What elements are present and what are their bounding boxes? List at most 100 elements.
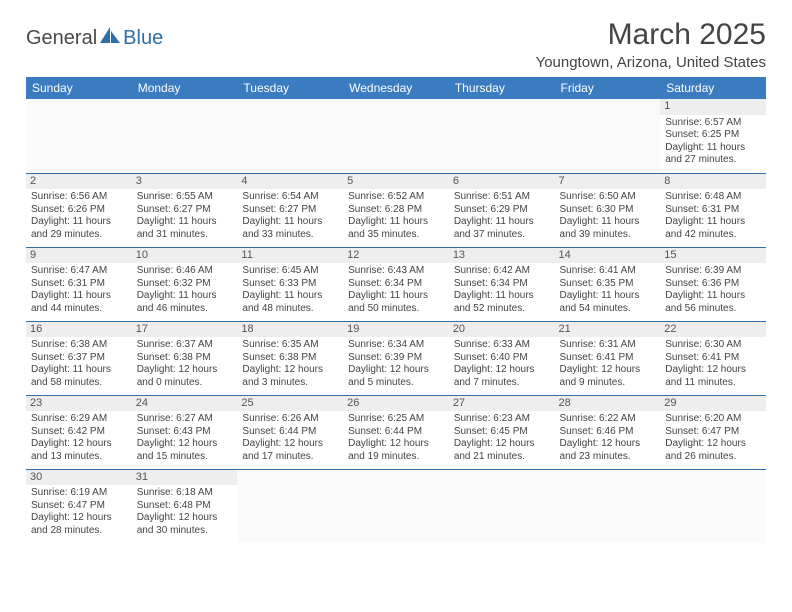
sunset-text: Sunset: 6:33 PM — [242, 278, 338, 291]
daylight-text: Daylight: 11 hours and 56 minutes. — [665, 290, 761, 315]
day-number: 6 — [449, 174, 555, 190]
location: Youngtown, Arizona, United States — [536, 54, 766, 71]
day-number: 10 — [132, 248, 238, 264]
sunset-text: Sunset: 6:38 PM — [137, 352, 233, 365]
daylight-text: Daylight: 12 hours and 28 minutes. — [31, 512, 127, 537]
sunset-text: Sunset: 6:41 PM — [560, 352, 656, 365]
calendar-day-cell — [449, 469, 555, 543]
day-number: 18 — [237, 322, 343, 338]
calendar-day-cell: 21Sunrise: 6:31 AMSunset: 6:41 PMDayligh… — [555, 321, 661, 395]
sunset-text: Sunset: 6:34 PM — [348, 278, 444, 291]
day-info: Sunrise: 6:45 AMSunset: 6:33 PMDaylight:… — [242, 265, 338, 315]
daylight-text: Daylight: 11 hours and 46 minutes. — [137, 290, 233, 315]
sunset-text: Sunset: 6:35 PM — [560, 278, 656, 291]
daylight-text: Daylight: 11 hours and 29 minutes. — [31, 216, 127, 241]
day-number: 17 — [132, 322, 238, 338]
day-number: 20 — [449, 322, 555, 338]
sunset-text: Sunset: 6:28 PM — [348, 204, 444, 217]
calendar-day-cell: 14Sunrise: 6:41 AMSunset: 6:35 PMDayligh… — [555, 247, 661, 321]
day-info: Sunrise: 6:42 AMSunset: 6:34 PMDaylight:… — [454, 265, 550, 315]
calendar-week-row: 23Sunrise: 6:29 AMSunset: 6:42 PMDayligh… — [26, 395, 766, 469]
month-title: March 2025 — [536, 18, 766, 52]
calendar-day-cell — [132, 99, 238, 173]
daylight-text: Daylight: 11 hours and 35 minutes. — [348, 216, 444, 241]
calendar-day-cell: 22Sunrise: 6:30 AMSunset: 6:41 PMDayligh… — [660, 321, 766, 395]
sail-icon — [99, 26, 121, 50]
calendar-day-cell: 7Sunrise: 6:50 AMSunset: 6:30 PMDaylight… — [555, 173, 661, 247]
calendar-day-cell: 10Sunrise: 6:46 AMSunset: 6:32 PMDayligh… — [132, 247, 238, 321]
day-info: Sunrise: 6:56 AMSunset: 6:26 PMDaylight:… — [31, 191, 127, 241]
sunrise-text: Sunrise: 6:30 AM — [665, 339, 761, 352]
sunset-text: Sunset: 6:32 PM — [137, 278, 233, 291]
calendar-day-cell: 19Sunrise: 6:34 AMSunset: 6:39 PMDayligh… — [343, 321, 449, 395]
day-number: 19 — [343, 322, 449, 338]
sunrise-text: Sunrise: 6:27 AM — [137, 413, 233, 426]
calendar-day-cell: 11Sunrise: 6:45 AMSunset: 6:33 PMDayligh… — [237, 247, 343, 321]
sunrise-text: Sunrise: 6:50 AM — [560, 191, 656, 204]
sunrise-text: Sunrise: 6:56 AM — [31, 191, 127, 204]
daylight-text: Daylight: 12 hours and 7 minutes. — [454, 364, 550, 389]
day-number: 8 — [660, 174, 766, 190]
day-number: 1 — [660, 99, 766, 115]
daylight-text: Daylight: 12 hours and 30 minutes. — [137, 512, 233, 537]
calendar-day-cell: 8Sunrise: 6:48 AMSunset: 6:31 PMDaylight… — [660, 173, 766, 247]
calendar-week-row: 1Sunrise: 6:57 AMSunset: 6:25 PMDaylight… — [26, 99, 766, 173]
day-number: 29 — [660, 396, 766, 412]
calendar-day-cell: 20Sunrise: 6:33 AMSunset: 6:40 PMDayligh… — [449, 321, 555, 395]
daylight-text: Daylight: 12 hours and 11 minutes. — [665, 364, 761, 389]
sunset-text: Sunset: 6:47 PM — [31, 500, 127, 513]
day-number: 14 — [555, 248, 661, 264]
title-block: March 2025 Youngtown, Arizona, United St… — [536, 18, 766, 71]
logo: General Blue — [26, 26, 163, 50]
day-info: Sunrise: 6:35 AMSunset: 6:38 PMDaylight:… — [242, 339, 338, 389]
sunset-text: Sunset: 6:36 PM — [665, 278, 761, 291]
sunset-text: Sunset: 6:48 PM — [137, 500, 233, 513]
day-number: 26 — [343, 396, 449, 412]
daylight-text: Daylight: 11 hours and 33 minutes. — [242, 216, 338, 241]
header: General Blue March 2025 Youngtown, Arizo… — [26, 18, 766, 71]
calendar-day-cell: 15Sunrise: 6:39 AMSunset: 6:36 PMDayligh… — [660, 247, 766, 321]
sunset-text: Sunset: 6:44 PM — [348, 426, 444, 439]
day-number: 3 — [132, 174, 238, 190]
sunrise-text: Sunrise: 6:52 AM — [348, 191, 444, 204]
day-number: 16 — [26, 322, 132, 338]
sunset-text: Sunset: 6:44 PM — [242, 426, 338, 439]
daylight-text: Daylight: 12 hours and 9 minutes. — [560, 364, 656, 389]
calendar-day-cell — [660, 469, 766, 543]
calendar-week-row: 2Sunrise: 6:56 AMSunset: 6:26 PMDaylight… — [26, 173, 766, 247]
calendar-table: Sunday Monday Tuesday Wednesday Thursday… — [26, 77, 766, 543]
day-number: 30 — [26, 470, 132, 486]
sunrise-text: Sunrise: 6:57 AM — [665, 117, 761, 130]
day-info: Sunrise: 6:26 AMSunset: 6:44 PMDaylight:… — [242, 413, 338, 463]
calendar-day-cell — [237, 99, 343, 173]
day-info: Sunrise: 6:33 AMSunset: 6:40 PMDaylight:… — [454, 339, 550, 389]
daylight-text: Daylight: 11 hours and 27 minutes. — [665, 142, 761, 167]
day-info: Sunrise: 6:27 AMSunset: 6:43 PMDaylight:… — [137, 413, 233, 463]
calendar-day-cell — [449, 99, 555, 173]
day-number: 11 — [237, 248, 343, 264]
sunrise-text: Sunrise: 6:34 AM — [348, 339, 444, 352]
calendar-day-cell: 28Sunrise: 6:22 AMSunset: 6:46 PMDayligh… — [555, 395, 661, 469]
day-info: Sunrise: 6:54 AMSunset: 6:27 PMDaylight:… — [242, 191, 338, 241]
day-number: 12 — [343, 248, 449, 264]
weekday-header: Monday — [132, 77, 238, 99]
calendar-day-cell: 4Sunrise: 6:54 AMSunset: 6:27 PMDaylight… — [237, 173, 343, 247]
day-info: Sunrise: 6:29 AMSunset: 6:42 PMDaylight:… — [31, 413, 127, 463]
calendar-day-cell — [555, 469, 661, 543]
calendar-day-cell: 24Sunrise: 6:27 AMSunset: 6:43 PMDayligh… — [132, 395, 238, 469]
calendar-day-cell: 1Sunrise: 6:57 AMSunset: 6:25 PMDaylight… — [660, 99, 766, 173]
sunrise-text: Sunrise: 6:26 AM — [242, 413, 338, 426]
day-info: Sunrise: 6:18 AMSunset: 6:48 PMDaylight:… — [137, 487, 233, 537]
daylight-text: Daylight: 12 hours and 17 minutes. — [242, 438, 338, 463]
sunset-text: Sunset: 6:40 PM — [454, 352, 550, 365]
calendar-day-cell — [555, 99, 661, 173]
daylight-text: Daylight: 12 hours and 0 minutes. — [137, 364, 233, 389]
daylight-text: Daylight: 11 hours and 48 minutes. — [242, 290, 338, 315]
day-info: Sunrise: 6:51 AMSunset: 6:29 PMDaylight:… — [454, 191, 550, 241]
day-number: 22 — [660, 322, 766, 338]
day-info: Sunrise: 6:43 AMSunset: 6:34 PMDaylight:… — [348, 265, 444, 315]
day-info: Sunrise: 6:48 AMSunset: 6:31 PMDaylight:… — [665, 191, 761, 241]
daylight-text: Daylight: 11 hours and 39 minutes. — [560, 216, 656, 241]
daylight-text: Daylight: 11 hours and 52 minutes. — [454, 290, 550, 315]
sunset-text: Sunset: 6:43 PM — [137, 426, 233, 439]
